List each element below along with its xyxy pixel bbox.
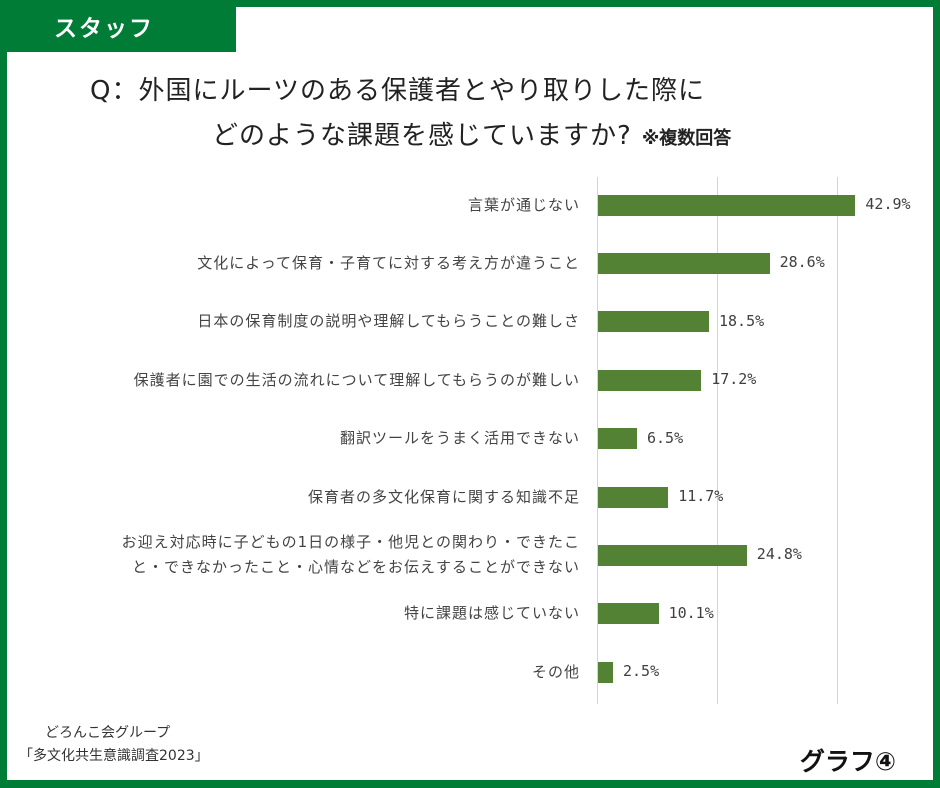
value-label: 10.1% bbox=[668, 603, 714, 622]
category-label: 保護者に園での生活の流れについて理解してもらうのが難しい bbox=[134, 368, 580, 393]
category-label: 文化によって保育・子育てに対する考え方が違うこと bbox=[197, 251, 580, 276]
value-label: 2.5% bbox=[623, 662, 660, 681]
category-label: 翻訳ツールをうまく活用できない bbox=[340, 426, 580, 451]
respondent-tag: スタッフ bbox=[0, 0, 236, 52]
category-label-line: と・できなかったこと・心情などをお伝えすることができない bbox=[131, 558, 580, 577]
category-label-line: その他 bbox=[531, 662, 580, 681]
value-label: 42.9% bbox=[865, 195, 911, 213]
category-label-line: 日本の保育制度の説明や理解してもらうことの難しさ bbox=[197, 312, 580, 331]
gridline-0 bbox=[597, 177, 598, 704]
category-label: 特に課題は感じていない bbox=[404, 601, 580, 626]
bar bbox=[598, 544, 747, 566]
category-label-line: お迎え対応時に子どもの1日の様子・他児との関わり・できたこ bbox=[121, 533, 580, 552]
bar bbox=[598, 311, 709, 333]
bar bbox=[598, 369, 702, 391]
category-label-line: 特に課題は感じていない bbox=[403, 604, 580, 623]
value-label: 18.5% bbox=[719, 311, 765, 330]
category-label-line: 言葉が通じない bbox=[467, 195, 580, 214]
bar bbox=[598, 428, 637, 450]
bar bbox=[598, 194, 856, 216]
gridline-40 bbox=[837, 177, 838, 704]
category-label-line: 翻訳ツールをうまく活用できない bbox=[339, 429, 580, 448]
category-label: 言葉が通じない bbox=[468, 193, 580, 218]
bar bbox=[598, 486, 669, 508]
category-label: 日本の保育制度の説明や理解してもらうことの難しさ bbox=[197, 309, 580, 334]
value-label: 17.2% bbox=[711, 370, 757, 389]
graph-number-label: グラフ④ bbox=[799, 747, 896, 776]
value-label: 28.6% bbox=[779, 253, 825, 272]
bar bbox=[598, 661, 613, 683]
category-label-line: 文化によって保育・子育てに対する考え方が違うこと bbox=[197, 253, 580, 272]
category-label-line: 保護者に園での生活の流れについて理解してもらうのが難しい bbox=[133, 370, 580, 389]
source-organization: どろんこ会グループ bbox=[45, 725, 171, 741]
bar bbox=[598, 603, 659, 625]
category-label-line: 保育者の多文化保育に関する知識不足 bbox=[307, 487, 580, 506]
value-label: 24.8% bbox=[756, 545, 802, 564]
multiple-answer-note: ※複数回答 bbox=[641, 128, 732, 149]
category-label: その他 bbox=[532, 660, 580, 685]
category-label: 保育者の多文化保育に関する知識不足 bbox=[308, 485, 580, 510]
source-survey: 「多文化共生意識調査2023」 bbox=[19, 748, 209, 764]
category-label: お迎え対応時に子どもの1日の様子・他児との関わり・できたこと・できなかったこと・… bbox=[122, 530, 580, 580]
bar bbox=[598, 252, 770, 274]
gridline-20 bbox=[717, 177, 718, 704]
question-title-line2: どのような課題を感じていますか? ※複数回答 bbox=[212, 115, 731, 152]
question-text: どのような課題を感じていますか? bbox=[212, 121, 632, 151]
value-label: 6.5% bbox=[647, 428, 684, 447]
value-label: 11.7% bbox=[678, 487, 724, 505]
question-title-line1: Q：外国にルーツのある保護者とやり取りした際に bbox=[90, 76, 705, 106]
